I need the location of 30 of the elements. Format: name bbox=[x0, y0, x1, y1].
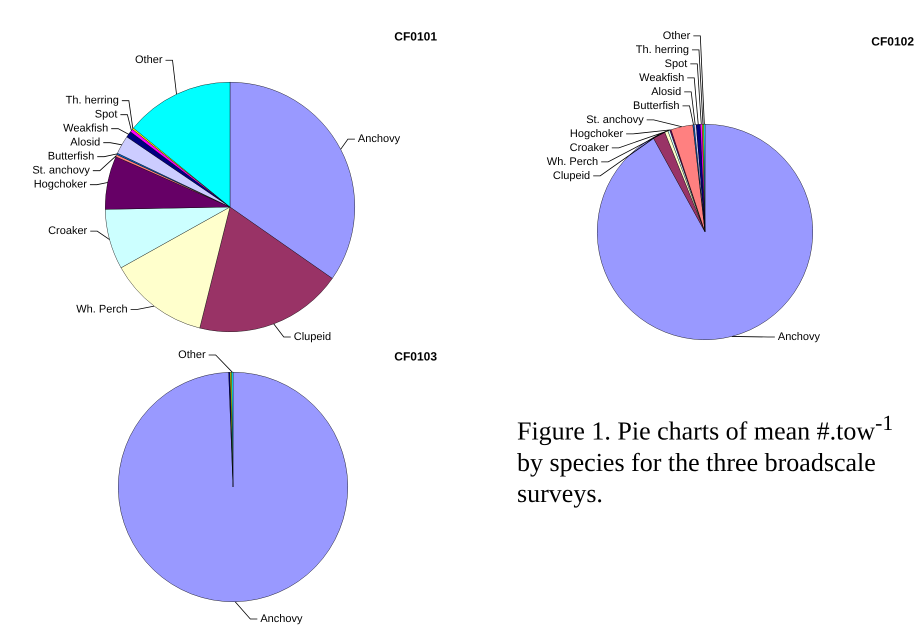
slice-label: Clupeid bbox=[294, 331, 332, 344]
slice-label: Other bbox=[134, 54, 163, 66]
chart-title: CF0101 bbox=[394, 29, 438, 44]
slice-label: Hogchoker bbox=[570, 128, 624, 140]
text: CF0103 bbox=[394, 349, 438, 364]
slice-label: Spot bbox=[664, 58, 688, 70]
slice-label: Wh. Perch bbox=[546, 156, 598, 168]
slice-label: Weakfish bbox=[63, 122, 108, 135]
slice-label: Alosid bbox=[70, 136, 100, 149]
slice-label: Butterfish bbox=[48, 150, 94, 163]
slice-label: Anchovy bbox=[260, 613, 304, 626]
slice-label: Butterfish bbox=[633, 100, 680, 112]
slice-label: Other bbox=[662, 30, 691, 42]
slice-label: Anchovy bbox=[778, 331, 821, 344]
slice-label: Alosid bbox=[651, 86, 682, 98]
slice-label: Croaker bbox=[570, 142, 610, 154]
slice-label: Th. herring bbox=[636, 44, 689, 56]
slice-label: Croaker bbox=[48, 225, 88, 238]
caption: Figure 1. Pie charts of mean #.tow$^{-1}$ by species for the three broadscale surveys. bbox=[517, 410, 894, 509]
slice-label: St. anchovy bbox=[32, 164, 90, 177]
slice-label: Clupeid bbox=[552, 170, 590, 182]
text: CF0102 bbox=[871, 34, 914, 48]
slice-label: Weakfish bbox=[639, 72, 684, 84]
slice-label: Th. herring bbox=[66, 94, 119, 107]
slice-label: Spot bbox=[94, 108, 118, 121]
slice-label: St. anchovy bbox=[586, 114, 644, 126]
slice-label: Hogchoker bbox=[34, 178, 88, 191]
slice-label: Wh. Perch bbox=[76, 303, 128, 316]
slice-label: Other bbox=[178, 349, 206, 362]
slice-label: Anchovy bbox=[358, 133, 401, 146]
